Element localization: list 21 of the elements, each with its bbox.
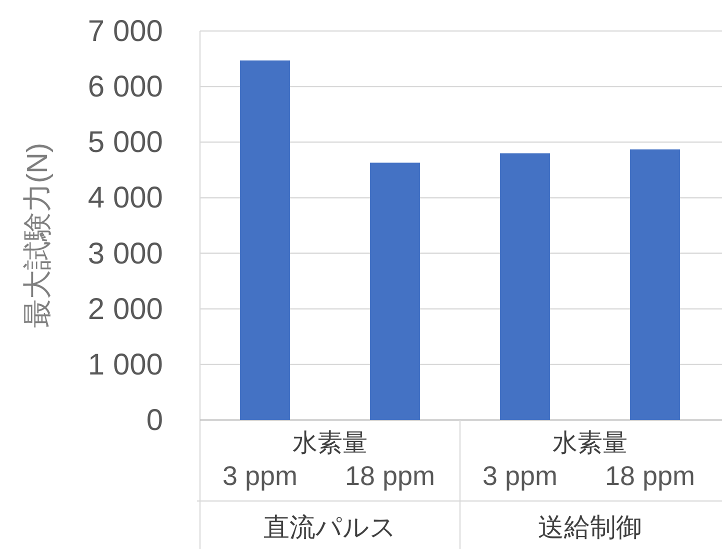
y-tick-label: 1 000 (88, 348, 163, 382)
text: 水素量 (292, 429, 368, 457)
bar (240, 60, 290, 420)
text: 送給制御 (538, 512, 642, 542)
x-tick-label: 3 ppm (222, 461, 298, 491)
x-tick-label: 18 ppm (344, 461, 436, 491)
text: 直流パルス (264, 512, 396, 542)
y-tick-label: 3 000 (88, 237, 163, 270)
y-axis-title: 最大試験力(N) (22, 142, 54, 328)
y-tick-label: 7 000 (88, 15, 163, 48)
bar (370, 162, 420, 420)
bar (500, 153, 550, 420)
x-tick-label: 3 ppm (482, 461, 558, 491)
bar (630, 149, 680, 420)
text: 水素量 (552, 429, 628, 457)
y-tick-label: 6 000 (88, 70, 163, 104)
y-tick-label: 0 (146, 404, 163, 437)
y-tick-label: 2 000 (88, 292, 163, 326)
y-tick-label: 5 000 (88, 126, 163, 160)
y-tick-label: 4 000 (88, 182, 163, 215)
x-tick-label: 18 ppm (604, 461, 696, 491)
